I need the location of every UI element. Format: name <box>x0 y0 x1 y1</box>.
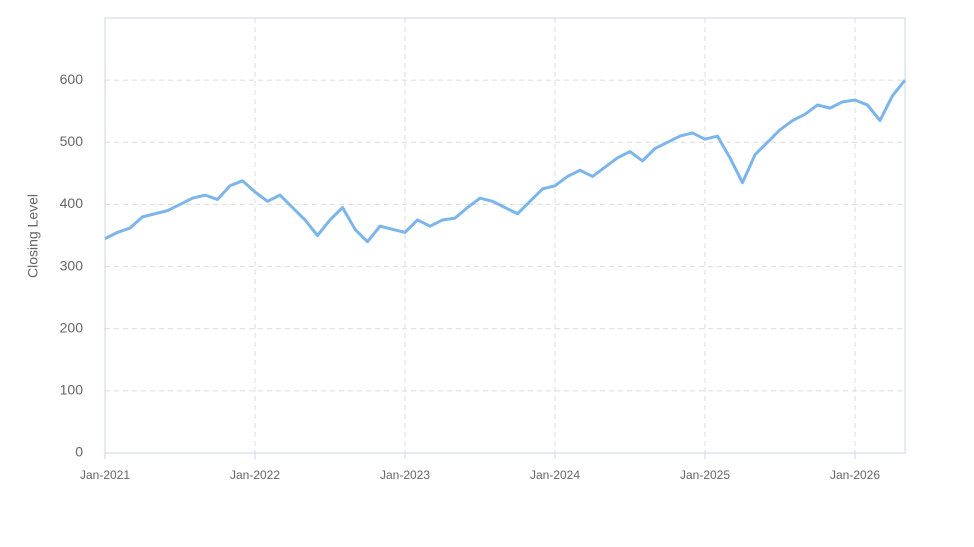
x-tick-label: Jan-2025 <box>680 468 730 482</box>
y-tick-label: 500 <box>60 133 84 149</box>
y-tick-label: 200 <box>60 319 84 335</box>
y-tick-label: 300 <box>60 257 84 273</box>
plot-frame <box>104 17 906 454</box>
x-tick-label: Jan-2024 <box>530 468 580 482</box>
x-tick-label: Jan-2022 <box>230 468 280 482</box>
line-series <box>104 79 907 244</box>
y-tick-label: 600 <box>60 71 84 87</box>
x-tick-label: Jan-2021 <box>80 468 130 482</box>
y-tick-label: 100 <box>60 382 84 398</box>
x-tick-label: Jan-2023 <box>380 468 430 482</box>
y-tick-label: 0 <box>75 444 83 460</box>
x-tick-label: Jan-2026 <box>830 468 880 482</box>
y-tick-label: 400 <box>60 195 84 211</box>
y-axis-title: Closing Level <box>25 194 41 278</box>
